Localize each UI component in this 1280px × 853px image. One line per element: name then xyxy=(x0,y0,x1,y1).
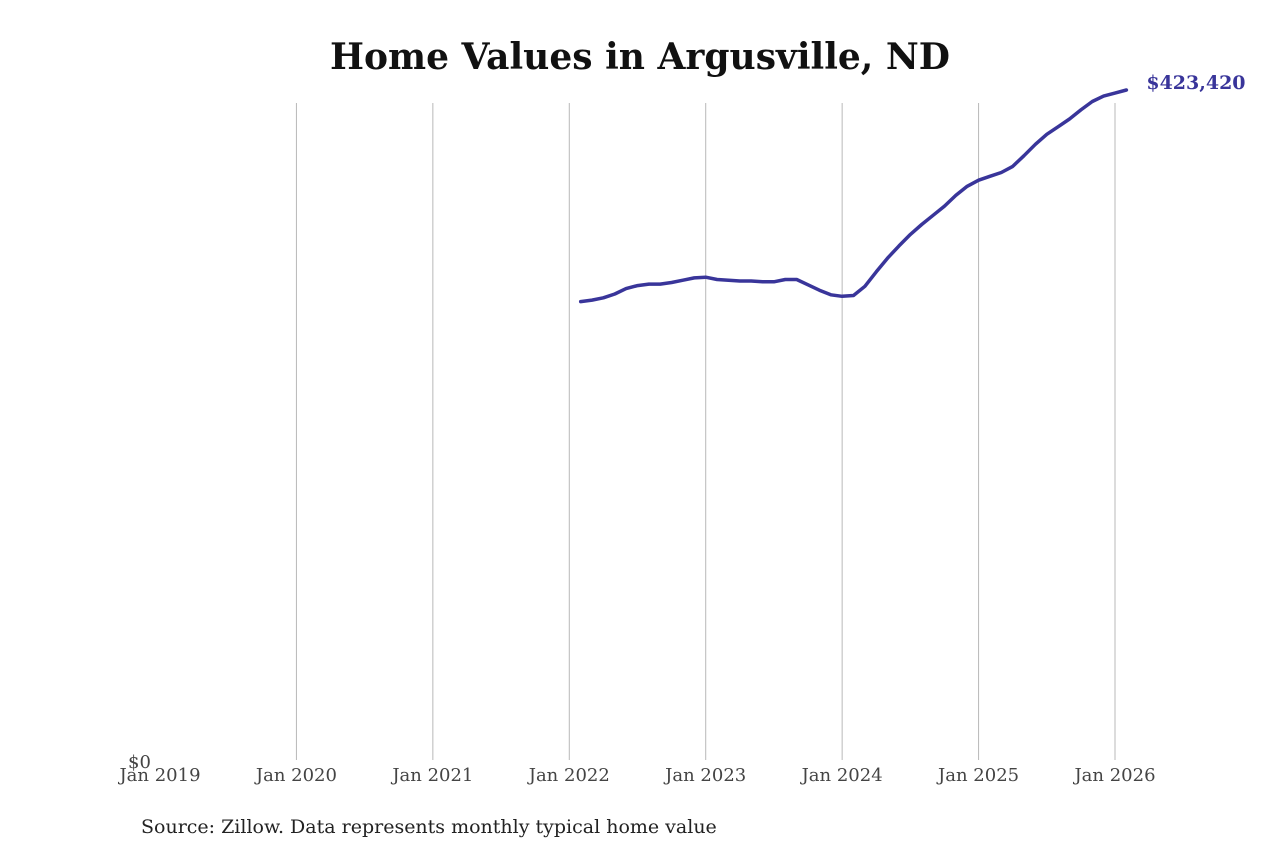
x-tick-label: Jan 2021 xyxy=(390,765,473,786)
x-tick-label: Jan 2020 xyxy=(254,765,337,786)
end-labels: $423,420 xyxy=(1146,72,1245,94)
x-tick-label: Jan 2019 xyxy=(117,765,200,786)
gridlines xyxy=(295,103,1116,760)
series-layer xyxy=(578,88,1129,304)
y-tick-label: $0 xyxy=(128,752,151,773)
chart-title: Home Values in Argusville, ND xyxy=(330,36,950,78)
x-tick-label: Jan 2026 xyxy=(1072,765,1155,786)
x-tick-label: Jan 2025 xyxy=(936,765,1019,786)
x-tick-label: Jan 2023 xyxy=(663,765,746,786)
line-chart: Jan 2019 Jan 2020 Jan 2021 Jan 2022 Jan 2023… xyxy=(117,72,1245,786)
x-tick-label: Jan 2024 xyxy=(800,765,883,786)
x-axis: Jan 2019 Jan 2020 Jan 2021 Jan 2022 Jan 2023… xyxy=(117,765,1155,786)
x-tick-label: Jan 2022 xyxy=(527,765,610,786)
end-value-label: $423,420 xyxy=(1146,72,1245,94)
series-line xyxy=(578,88,1129,304)
y-axis: $0 xyxy=(128,752,151,773)
source-note: Source: Zillow. Data represents monthly … xyxy=(141,816,717,838)
